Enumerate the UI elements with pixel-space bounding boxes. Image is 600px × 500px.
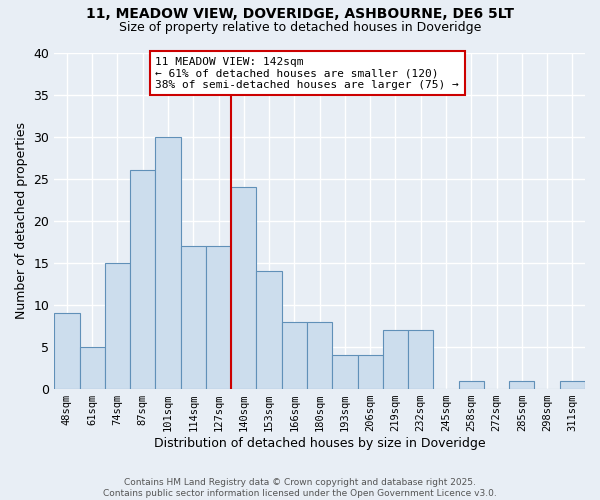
Text: Size of property relative to detached houses in Doveridge: Size of property relative to detached ho…	[119, 21, 481, 34]
Bar	[383, 330, 408, 389]
X-axis label: Distribution of detached houses by size in Doveridge: Distribution of detached houses by size …	[154, 437, 485, 450]
Text: 11 MEADOW VIEW: 142sqm
← 61% of detached houses are smaller (120)
38% of semi-de: 11 MEADOW VIEW: 142sqm ← 61% of detached…	[155, 56, 459, 90]
Bar	[458, 380, 484, 389]
Bar	[155, 136, 181, 389]
Bar	[509, 380, 535, 389]
Y-axis label: Number of detached properties: Number of detached properties	[15, 122, 28, 320]
Bar	[256, 272, 282, 389]
Bar	[54, 314, 80, 389]
Bar	[408, 330, 433, 389]
Bar	[181, 246, 206, 389]
Bar	[80, 347, 105, 389]
Bar	[307, 322, 332, 389]
Bar	[231, 187, 256, 389]
Bar	[130, 170, 155, 389]
Bar	[206, 246, 231, 389]
Bar	[560, 380, 585, 389]
Bar	[105, 263, 130, 389]
Bar	[358, 356, 383, 389]
Bar	[282, 322, 307, 389]
Text: 11, MEADOW VIEW, DOVERIDGE, ASHBOURNE, DE6 5LT: 11, MEADOW VIEW, DOVERIDGE, ASHBOURNE, D…	[86, 8, 514, 22]
Bar	[332, 356, 358, 389]
Text: Contains HM Land Registry data © Crown copyright and database right 2025.
Contai: Contains HM Land Registry data © Crown c…	[103, 478, 497, 498]
